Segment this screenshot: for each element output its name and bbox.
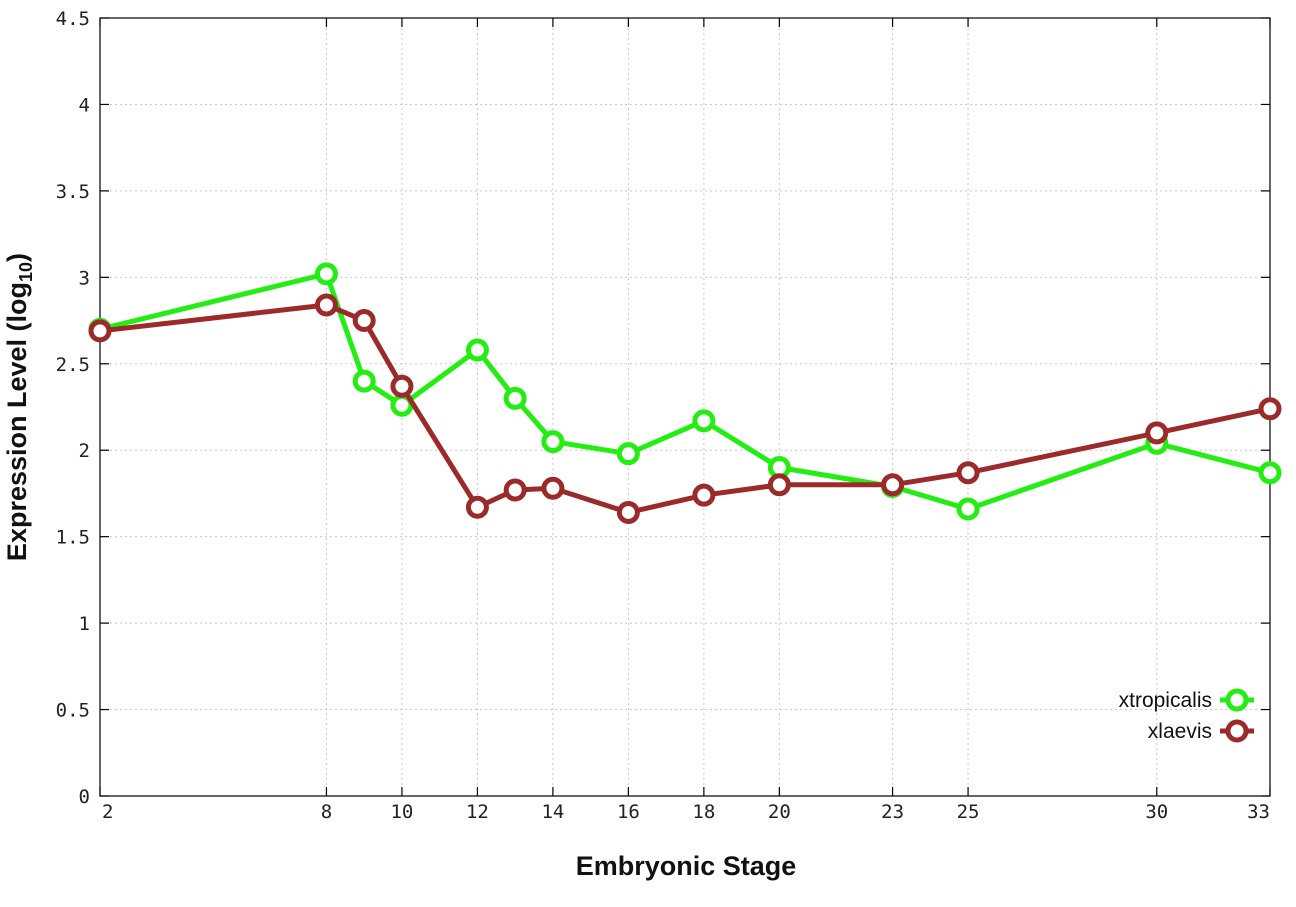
- series-xlaevis: [88, 293, 1282, 524]
- data-point-xlaevis: [881, 473, 905, 497]
- y-tick-label: 1.5: [56, 527, 90, 549]
- x-tick-label: 16: [617, 801, 640, 823]
- data-point-xlaevis: [314, 293, 338, 317]
- data-point-xtropicalis: [352, 369, 376, 393]
- y-axis-title-main: Expression Level (log: [2, 282, 32, 561]
- legend-label: xtropicalis: [1119, 689, 1212, 712]
- data-point-xtropicalis: [956, 497, 980, 521]
- y-tick-label: 0.5: [56, 700, 90, 722]
- x-tick-label: 2: [102, 801, 113, 823]
- y-tick-label: 3: [79, 267, 90, 289]
- data-point-xtropicalis: [314, 262, 338, 286]
- data-point-xlaevis: [767, 473, 791, 497]
- legend-swatch-marker: [1225, 688, 1249, 712]
- x-tick-label: 8: [321, 801, 332, 823]
- data-point-xlaevis: [541, 476, 565, 500]
- legend-entry-xtropicalis: xtropicalis: [1119, 688, 1254, 712]
- data-point-xtropicalis: [1258, 461, 1282, 485]
- y-tick-label: 1: [79, 613, 90, 635]
- y-tick-label: 4: [79, 94, 90, 116]
- legend-label: xlaevis: [1148, 720, 1212, 743]
- legend-swatch-marker: [1225, 719, 1249, 743]
- axis-ticks: 0 0.5 1 1.5 2 2.5 3 3.5 4 4.5 2 8 10 12 14 16 18 20 23 25 30…: [56, 8, 1271, 823]
- y-axis-title: Expression Level (log10): [2, 253, 36, 561]
- series-xtropicalis: [88, 262, 1282, 521]
- data-point-xtropicalis: [616, 442, 640, 466]
- y-axis-title-subscript: 10: [16, 262, 36, 282]
- series-layer: [88, 262, 1282, 524]
- x-axis-title: Embryonic Stage: [576, 851, 797, 881]
- x-tick-label: 14: [541, 801, 564, 823]
- data-point-xlaevis: [88, 319, 112, 343]
- data-point-xtropicalis: [503, 386, 527, 410]
- series-line-xlaevis: [99, 302, 1271, 515]
- x-tick-label: 18: [692, 801, 715, 823]
- y-tick-label: 2: [79, 440, 90, 462]
- data-point-xlaevis: [1258, 397, 1282, 421]
- grid: [100, 18, 1270, 796]
- data-point-xlaevis: [390, 374, 414, 398]
- x-tick-label: 25: [957, 801, 980, 823]
- y-axis-title-close: ): [2, 253, 32, 262]
- x-tick-label: 30: [1145, 801, 1168, 823]
- data-point-xtropicalis: [465, 338, 489, 362]
- data-point-xlaevis: [1145, 421, 1169, 445]
- x-tick-label: 10: [390, 801, 413, 823]
- data-point-xlaevis: [352, 309, 376, 333]
- data-point-xlaevis: [692, 483, 716, 507]
- x-tick-label: 23: [881, 801, 904, 823]
- y-tick-label: 3.5: [56, 181, 90, 203]
- data-point-xlaevis: [503, 478, 527, 502]
- data-point-xlaevis: [616, 500, 640, 524]
- legend-entry-xlaevis: xlaevis: [1148, 719, 1254, 743]
- y-tick-label: 4.5: [56, 8, 90, 30]
- x-tick-label: 12: [466, 801, 489, 823]
- x-tick-label: 33: [1247, 801, 1270, 823]
- data-point-xtropicalis: [692, 409, 716, 433]
- y-tick-label: 0: [79, 786, 90, 808]
- data-point-xlaevis: [956, 461, 980, 485]
- data-point-xlaevis: [465, 495, 489, 519]
- y-tick-label: 2.5: [56, 354, 90, 376]
- data-point-xtropicalis: [541, 430, 565, 454]
- x-tick-label: 20: [768, 801, 791, 823]
- plot-frame: [99, 17, 1271, 797]
- legend: xtropicalis xlaevis: [1119, 688, 1254, 743]
